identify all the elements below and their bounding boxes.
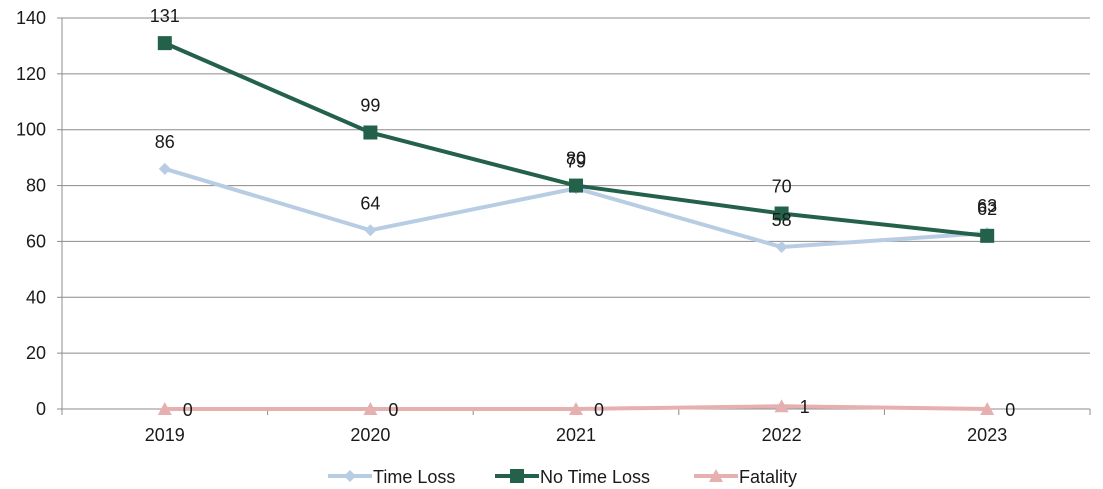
fatality-data-label: 0: [388, 400, 398, 420]
y-tick-label: 100: [16, 120, 46, 140]
y-tick-label: 0: [36, 399, 46, 419]
time-loss-point: [158, 162, 171, 175]
axes: [61, 18, 1090, 410]
y-axis-ticks: 0 20 40 60 80 100 120 140: [16, 8, 62, 419]
time-loss-legend-marker: [344, 470, 356, 482]
no-time-loss-data-label: 62: [977, 199, 997, 219]
time-loss-data-label: 63: [977, 196, 997, 216]
no-time-loss-data-label: 80: [566, 149, 586, 169]
time-loss-data-label: 86: [155, 132, 175, 152]
time-loss-point: [364, 224, 377, 237]
no-time-loss-data-label: 99: [360, 96, 380, 116]
series-lines: [164, 41, 988, 411]
fatality-point: [157, 402, 172, 415]
legend: Time Loss No Time Loss Fatality: [328, 467, 797, 487]
x-tick-label: 2021: [556, 425, 596, 445]
fatality-data-label: 1: [800, 397, 810, 417]
time-loss-data-label: 64: [360, 193, 380, 213]
time-loss-point: [775, 241, 788, 254]
fatality-point: [363, 402, 378, 415]
data-labels: 86 64 79 58 63 131 99 80 70 62 0 0 0 1 0: [150, 6, 1015, 420]
y-tick-label: 80: [26, 176, 46, 196]
no-time-loss-data-label: 131: [150, 6, 180, 26]
fatality-point: [774, 399, 789, 413]
x-tick-label: 2019: [145, 425, 185, 445]
fatality-point: [980, 402, 995, 415]
x-tick-label: 2022: [762, 425, 802, 445]
series-markers: [157, 36, 995, 415]
y-tick-label: 120: [16, 64, 46, 84]
x-axis-ticks: 2019 2020 2021 2022 2023: [61, 409, 1091, 445]
x-tick-label: 2023: [967, 425, 1007, 445]
no-time-loss-point: [569, 178, 583, 193]
no-time-loss-point: [157, 36, 172, 51]
time-loss-data-label: 79: [566, 151, 586, 171]
fatality-data-label: 0: [594, 400, 604, 420]
fatality-data-label: 0: [183, 400, 193, 420]
fatality-legend-label: Fatality: [739, 467, 797, 487]
y-tick-label: 140: [16, 8, 46, 28]
fatality-point: [569, 402, 583, 415]
y-tick-label: 60: [26, 231, 46, 251]
no-time-loss-point: [363, 125, 378, 140]
x-tick-label: 2020: [350, 425, 390, 445]
time-loss-data-label: 58: [772, 210, 792, 230]
y-tick-label: 20: [26, 343, 46, 363]
y-tick-label: 40: [26, 287, 46, 307]
fatality-data-label: 0: [1005, 400, 1015, 420]
no-time-loss-legend-marker: [510, 469, 524, 483]
no-time-loss-data-label: 70: [772, 177, 792, 197]
time-loss-legend-label: Time Loss: [373, 467, 455, 487]
no-time-loss-legend-label: No Time Loss: [540, 467, 650, 487]
no-time-loss-point: [774, 206, 789, 221]
fatality-legend-marker: [709, 469, 723, 482]
no-time-loss-point: [980, 228, 995, 243]
